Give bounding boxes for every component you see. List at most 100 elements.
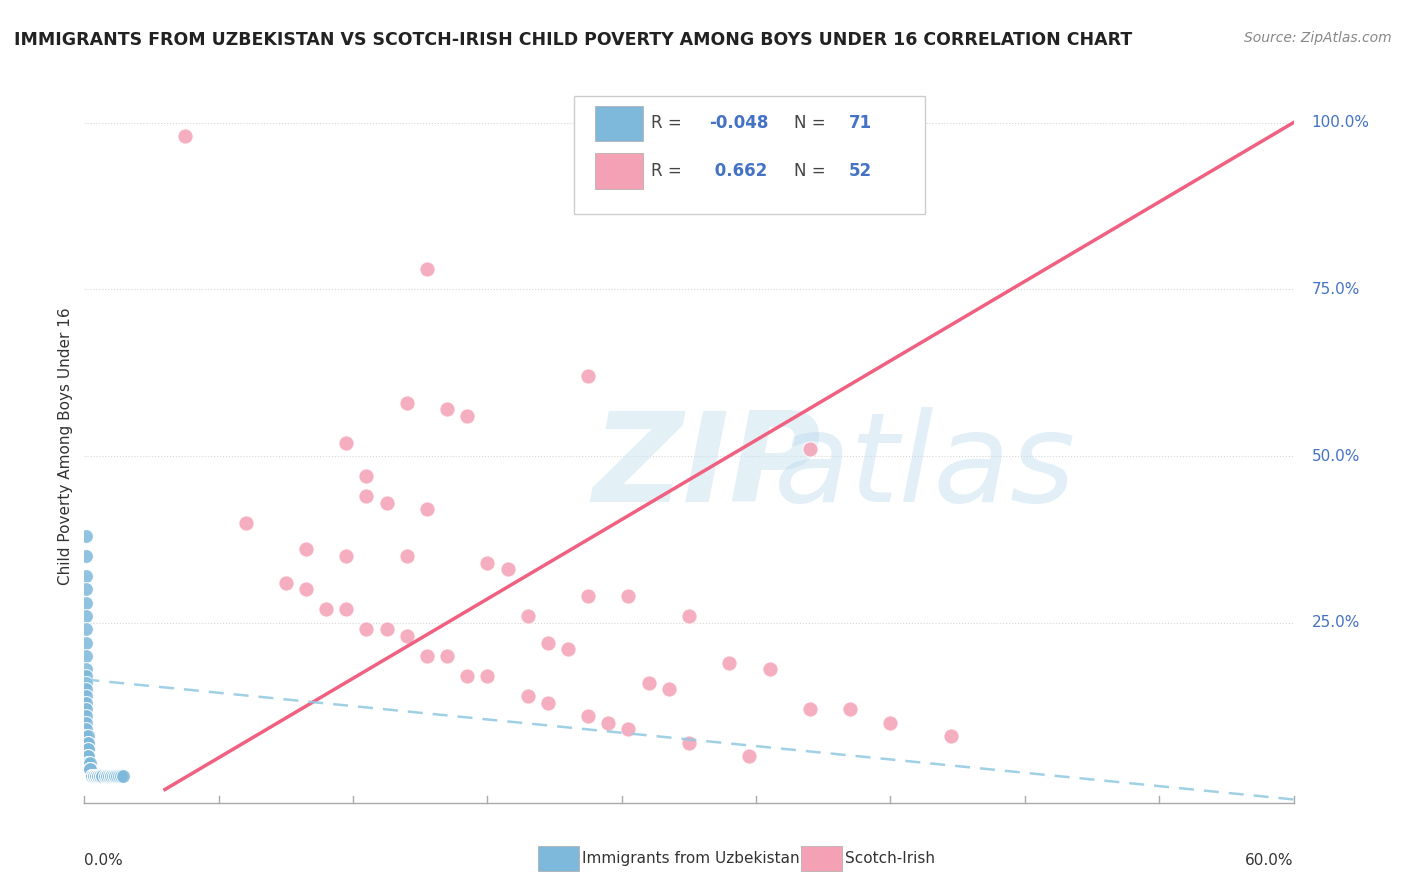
Point xyxy=(77,736,100,750)
Point xyxy=(96,769,118,783)
Point xyxy=(598,715,620,730)
Point xyxy=(82,769,104,783)
Text: N =: N = xyxy=(794,114,831,132)
Point xyxy=(82,769,104,783)
Text: 0.662: 0.662 xyxy=(710,162,768,180)
Point xyxy=(110,769,132,783)
Point xyxy=(111,769,134,783)
Point xyxy=(436,649,458,664)
Point xyxy=(516,609,538,624)
Point xyxy=(576,368,599,383)
Point xyxy=(83,769,105,783)
Point xyxy=(75,569,97,583)
Point xyxy=(75,682,97,697)
Point xyxy=(83,769,105,783)
Point xyxy=(416,649,439,664)
Point xyxy=(356,489,378,503)
Point xyxy=(93,769,115,783)
Text: -0.048: -0.048 xyxy=(710,114,769,132)
Point xyxy=(77,749,100,764)
FancyBboxPatch shape xyxy=(595,153,643,189)
Point xyxy=(335,602,357,616)
Point xyxy=(678,736,700,750)
Point xyxy=(75,675,97,690)
Point xyxy=(96,769,118,783)
Point xyxy=(91,769,114,783)
Point xyxy=(75,696,97,710)
Point xyxy=(79,763,101,777)
Point xyxy=(174,128,197,143)
Point xyxy=(516,689,538,703)
Text: R =: R = xyxy=(651,162,688,180)
Point xyxy=(557,642,579,657)
Point xyxy=(617,589,640,603)
Point xyxy=(87,769,110,783)
Point xyxy=(75,549,97,563)
Point xyxy=(79,763,101,777)
Point xyxy=(93,769,115,783)
Point xyxy=(82,769,104,783)
Point xyxy=(537,696,560,710)
Point xyxy=(75,609,97,624)
Point xyxy=(738,749,761,764)
Text: 52: 52 xyxy=(849,162,872,180)
Point xyxy=(939,729,962,743)
Point xyxy=(75,623,97,637)
Point xyxy=(104,769,127,783)
Point xyxy=(436,402,458,417)
Text: Source: ZipAtlas.com: Source: ZipAtlas.com xyxy=(1244,31,1392,45)
Point xyxy=(75,529,97,543)
Point xyxy=(295,542,318,557)
Text: Immigrants from Uzbekistan: Immigrants from Uzbekistan xyxy=(582,851,800,865)
Point xyxy=(356,623,378,637)
Point xyxy=(375,496,398,510)
Point xyxy=(86,769,108,783)
Point xyxy=(395,629,418,643)
Point xyxy=(75,649,97,664)
Point xyxy=(77,749,100,764)
Point xyxy=(97,769,120,783)
Point xyxy=(477,556,499,570)
Point xyxy=(456,669,478,683)
Point xyxy=(678,609,700,624)
FancyBboxPatch shape xyxy=(574,96,925,214)
Text: ZIP: ZIP xyxy=(592,407,821,528)
Point xyxy=(79,756,101,770)
Point xyxy=(839,702,862,716)
Point xyxy=(75,702,97,716)
Point xyxy=(375,623,398,637)
Point xyxy=(576,589,599,603)
Point xyxy=(496,562,519,576)
Point xyxy=(77,742,100,756)
Point xyxy=(107,769,129,783)
Point xyxy=(75,582,97,597)
Point xyxy=(79,763,101,777)
Point xyxy=(75,596,97,610)
Point xyxy=(91,769,114,783)
Point xyxy=(416,262,439,277)
Y-axis label: Child Poverty Among Boys Under 16: Child Poverty Among Boys Under 16 xyxy=(58,307,73,585)
Point xyxy=(718,656,741,670)
Point xyxy=(79,763,101,777)
Point xyxy=(86,769,108,783)
Point xyxy=(86,769,108,783)
Point xyxy=(335,435,357,450)
Point xyxy=(75,715,97,730)
Point xyxy=(89,769,111,783)
Point xyxy=(77,749,100,764)
Text: 50.0%: 50.0% xyxy=(1312,449,1360,464)
Point xyxy=(315,602,337,616)
Point xyxy=(416,502,439,516)
Point xyxy=(77,742,100,756)
Point xyxy=(100,769,122,783)
Text: 60.0%: 60.0% xyxy=(1246,853,1294,868)
Point xyxy=(637,675,659,690)
Text: 100.0%: 100.0% xyxy=(1312,115,1369,130)
Point xyxy=(617,723,640,737)
Point xyxy=(477,669,499,683)
Point xyxy=(75,729,97,743)
Text: 25.0%: 25.0% xyxy=(1312,615,1360,631)
Point xyxy=(77,736,100,750)
Point xyxy=(799,702,821,716)
Point xyxy=(75,669,97,683)
